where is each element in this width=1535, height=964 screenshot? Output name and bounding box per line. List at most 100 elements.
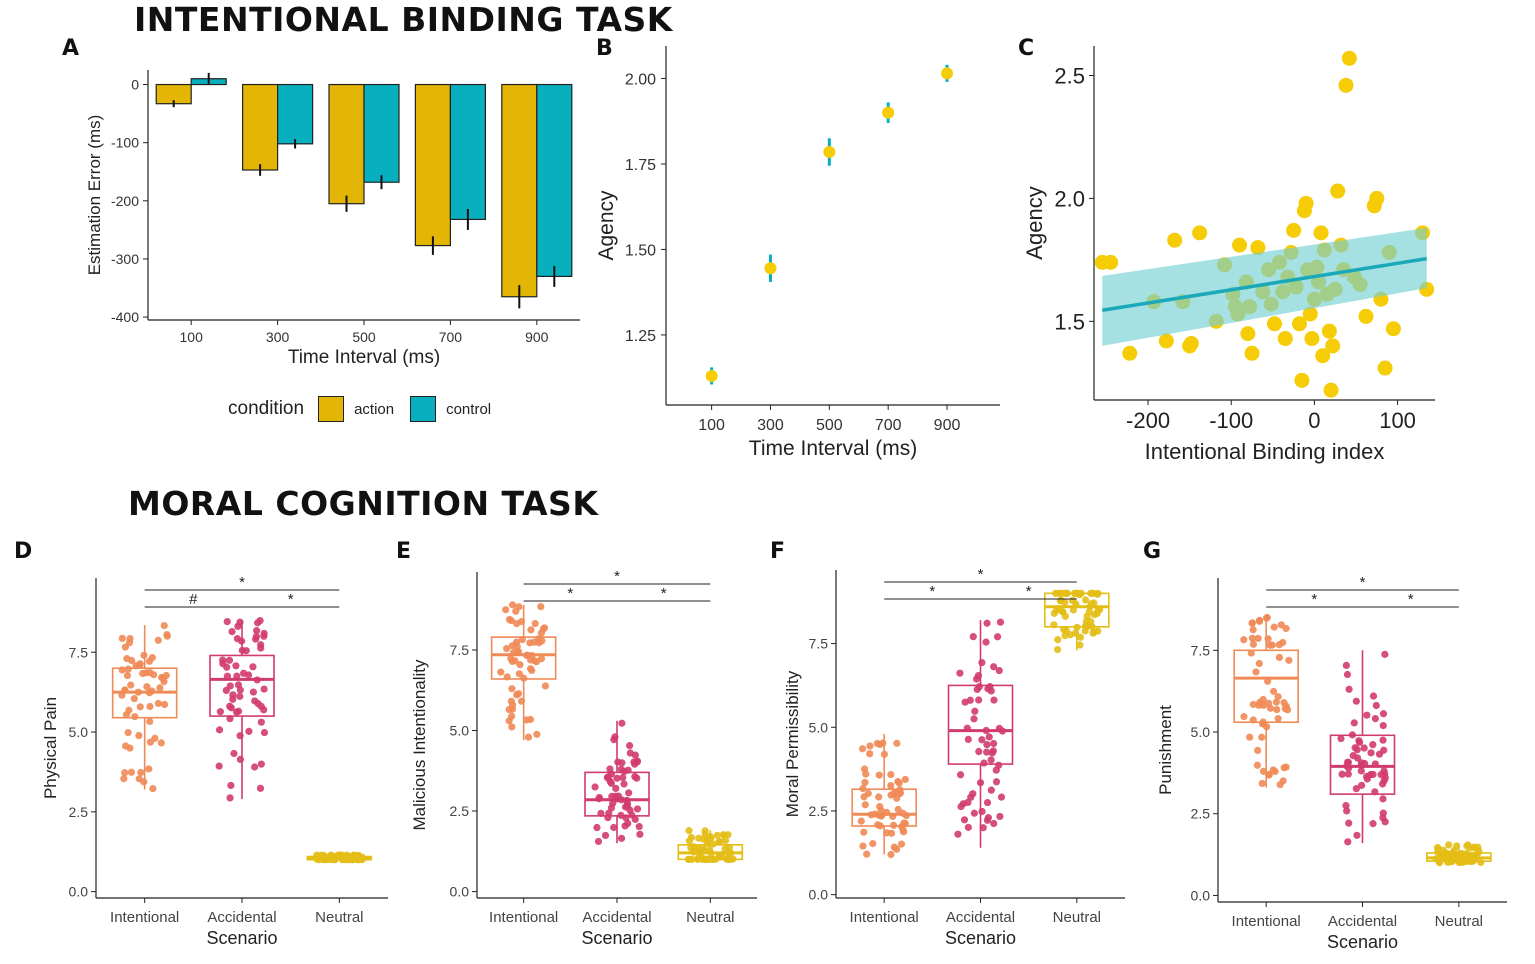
data-point [1315, 348, 1331, 364]
jitter-point [1082, 596, 1090, 604]
jitter-point [860, 828, 868, 836]
y-tick-label: 7.5 [1191, 642, 1211, 658]
jitter-point [257, 760, 265, 768]
x-axis-title: Scenario [581, 928, 652, 948]
x-tick-label: 900 [934, 417, 961, 434]
jitter-point [976, 779, 985, 787]
jitter-point [497, 668, 505, 676]
jitter-point [894, 778, 902, 786]
jitter-point [1360, 744, 1368, 752]
jitter-point [118, 666, 126, 674]
jitter-point [1345, 764, 1353, 772]
box-chart-moral-permissibility: 0.0 2.5 5.0 7.5 Intentional Accidental Neutral… [783, 566, 1125, 948]
jitter-point [1352, 785, 1360, 793]
jitter-point [517, 697, 526, 705]
jitter-point [701, 855, 709, 863]
jitter-point [1379, 795, 1387, 803]
y-tick-label: 1.25 [625, 328, 656, 345]
jitter-point [256, 784, 265, 792]
jitter-point [528, 666, 536, 675]
jitter-point [121, 769, 129, 777]
jitter-point [990, 663, 998, 671]
jitter-point [727, 849, 735, 857]
jitter-point [131, 713, 139, 721]
jitter-point [887, 781, 895, 790]
confidence-band [1102, 227, 1427, 346]
data-point [1325, 338, 1341, 354]
jitter-point [1363, 711, 1371, 719]
x-tick-label: 900 [525, 329, 549, 345]
jitter-point [1050, 621, 1058, 629]
jitter-point [1062, 626, 1070, 635]
jitter-point [1455, 858, 1463, 867]
bar-action [242, 83, 279, 171]
y-axis-title: Agency [1022, 186, 1047, 259]
jitter-point [858, 745, 867, 753]
jitter-point [1283, 706, 1292, 714]
jitter-point [635, 822, 643, 831]
jitter-point [608, 792, 616, 800]
jitter-point [140, 778, 148, 786]
jitter-point [633, 805, 642, 813]
jitter-point [611, 733, 619, 741]
data-point [1250, 240, 1266, 256]
jitter-point [1358, 781, 1366, 789]
jitter-point [631, 760, 639, 768]
jitter-point [1248, 634, 1256, 642]
jitter-point [1475, 847, 1483, 855]
significance-label: # [189, 591, 198, 608]
jitter-point [857, 817, 865, 825]
significance-label: * [1026, 583, 1032, 600]
jitter-point [623, 796, 631, 804]
jitter-point [1285, 656, 1293, 664]
jitter-point [507, 655, 515, 663]
jitter-point [966, 696, 974, 704]
jitter-point [1259, 701, 1268, 709]
jitter-point [1254, 634, 1262, 643]
jitter-point [229, 691, 237, 699]
jitter-point [990, 696, 998, 704]
jitter-point [251, 763, 259, 771]
y-tick-label: 5.0 [1191, 724, 1211, 740]
jitter-point [509, 648, 518, 657]
jitter-point [159, 674, 167, 682]
jitter-point [624, 766, 632, 774]
y-tick-label: 0.0 [450, 884, 470, 900]
jitter-point [236, 692, 244, 700]
data-point [1304, 331, 1320, 347]
jitter-point [226, 702, 234, 710]
jitter-point [1371, 760, 1379, 768]
jitter-point [1255, 659, 1263, 668]
jitter-point [595, 795, 603, 803]
jitter-point [328, 855, 337, 863]
jitter-point [539, 625, 547, 633]
jitter-point [960, 816, 969, 824]
jitter-point [507, 616, 515, 625]
jitter-point [1342, 661, 1350, 669]
section-title-moral: MORAL COGNITION TASK [128, 484, 599, 523]
y-tick-label: -200 [111, 193, 139, 209]
jitter-point [636, 830, 644, 838]
jitter-point [257, 718, 265, 726]
jitter-point [620, 780, 628, 788]
data-point [1158, 333, 1174, 349]
jitter-point [1352, 697, 1360, 705]
y-tick-label: 2.0 [1054, 186, 1085, 211]
y-tick-label: -100 [111, 135, 139, 151]
data-point [705, 369, 718, 382]
jitter-point [251, 697, 259, 705]
x-tick-label: Accidental [946, 909, 1015, 926]
jitter-point [983, 816, 992, 824]
jitter-point [154, 636, 162, 644]
jitter-point [1254, 746, 1262, 754]
jitter-point [1249, 716, 1257, 724]
jitter-point [1464, 841, 1472, 849]
jitter-point [729, 855, 737, 863]
jitter-point [685, 827, 693, 835]
jitter-point [1379, 721, 1387, 730]
jitter-point [1379, 710, 1388, 718]
jitter-point [899, 809, 907, 817]
y-tick-label: 7.5 [69, 644, 89, 660]
jitter-point [223, 672, 232, 680]
jitter-point [236, 732, 244, 740]
